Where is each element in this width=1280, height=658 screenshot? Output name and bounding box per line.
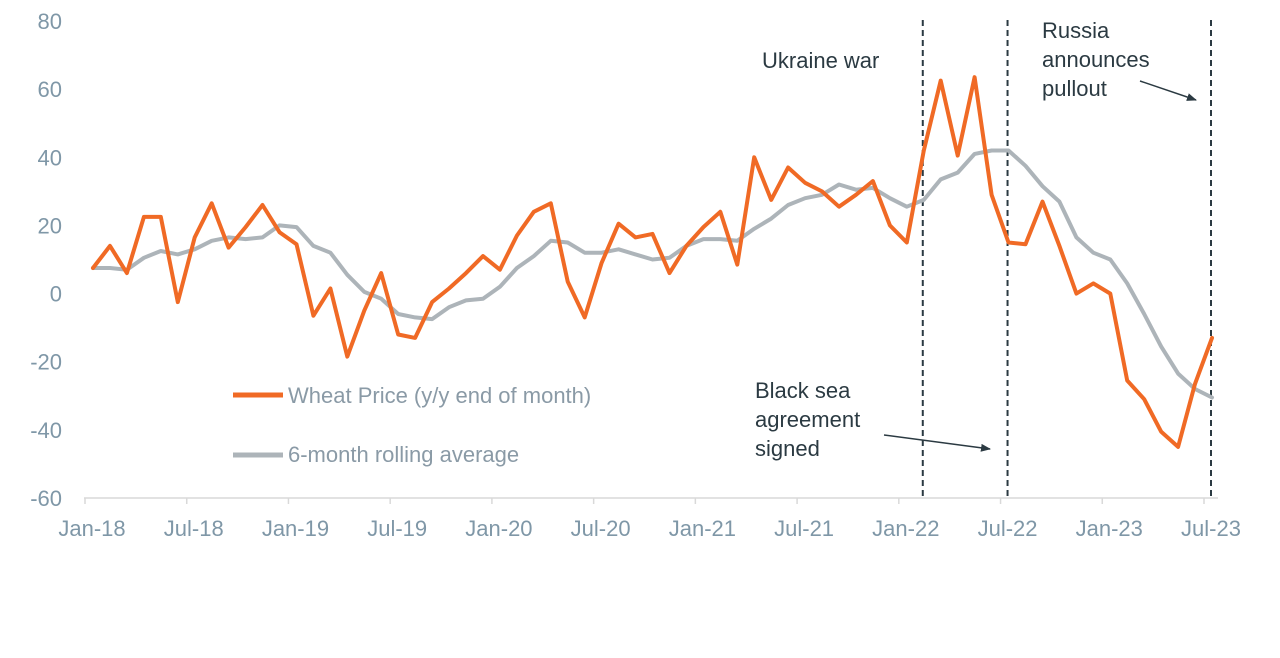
x-tick-label: Jul-22 <box>978 516 1038 541</box>
x-tick-label: Jan-22 <box>872 516 939 541</box>
y-tick-label: -60 <box>30 486 62 511</box>
annotation-russia-line: Russia <box>1042 18 1110 43</box>
legend-label-rolling-average: 6-month rolling average <box>288 442 519 467</box>
x-axis: Jan-18 Jul-18 Jan-19 Jul-19 Jan-20 Jul-20 Jan-… <box>58 497 1241 541</box>
series-line-rolling-average <box>91 148 1214 400</box>
annotation-russia-line: announces <box>1042 47 1150 72</box>
y-tick-label: -40 <box>30 418 62 443</box>
x-tick-label: Jul-20 <box>571 516 631 541</box>
legend-label-wheat-price: Wheat Price (y/y end of month) <box>288 383 591 408</box>
y-tick-label: 80 <box>38 9 62 34</box>
annotation-black-sea-line: agreement <box>755 407 860 432</box>
x-tick-label: Jul-23 <box>1181 516 1241 541</box>
annotation-arrow-russia <box>1139 80 1197 101</box>
annotation-black-sea-line: Black sea <box>755 378 851 403</box>
y-tick-label: 20 <box>38 213 62 238</box>
series-layer <box>91 75 1214 449</box>
y-tick-label: 60 <box>38 77 62 102</box>
x-tick-label: Jul-21 <box>774 516 834 541</box>
legend: Wheat Price (y/y end of month) 6-month r… <box>233 383 591 467</box>
x-tick-label: Jan-18 <box>58 516 125 541</box>
annotation-russia-line: pullout <box>1042 76 1107 101</box>
y-axis-labels: 80 60 40 20 0 -20 -40 -60 <box>30 9 62 511</box>
annotation-ukraine-war: Ukraine war <box>762 48 879 73</box>
annotation-russia-pullout: Russia announces pullout <box>1042 18 1156 101</box>
x-tick-label: Jan-23 <box>1076 516 1143 541</box>
y-tick-label: -20 <box>30 350 62 375</box>
annotation-arrow-black-sea <box>883 434 991 452</box>
x-tick-label: Jul-18 <box>164 516 224 541</box>
annotation-black-sea: Black sea agreement signed <box>755 378 866 461</box>
y-tick-label: 40 <box>38 145 62 170</box>
x-tick-label: Jul-19 <box>367 516 427 541</box>
x-tick-label: Jan-20 <box>465 516 532 541</box>
annotation-ukraine-war-line: Ukraine war <box>762 48 879 73</box>
series-line-wheat-price <box>91 75 1214 449</box>
x-tick-label: Jan-21 <box>669 516 736 541</box>
y-tick-label: 0 <box>50 282 62 307</box>
annotation-black-sea-line: signed <box>755 436 820 461</box>
x-tick-label: Jan-19 <box>262 516 329 541</box>
